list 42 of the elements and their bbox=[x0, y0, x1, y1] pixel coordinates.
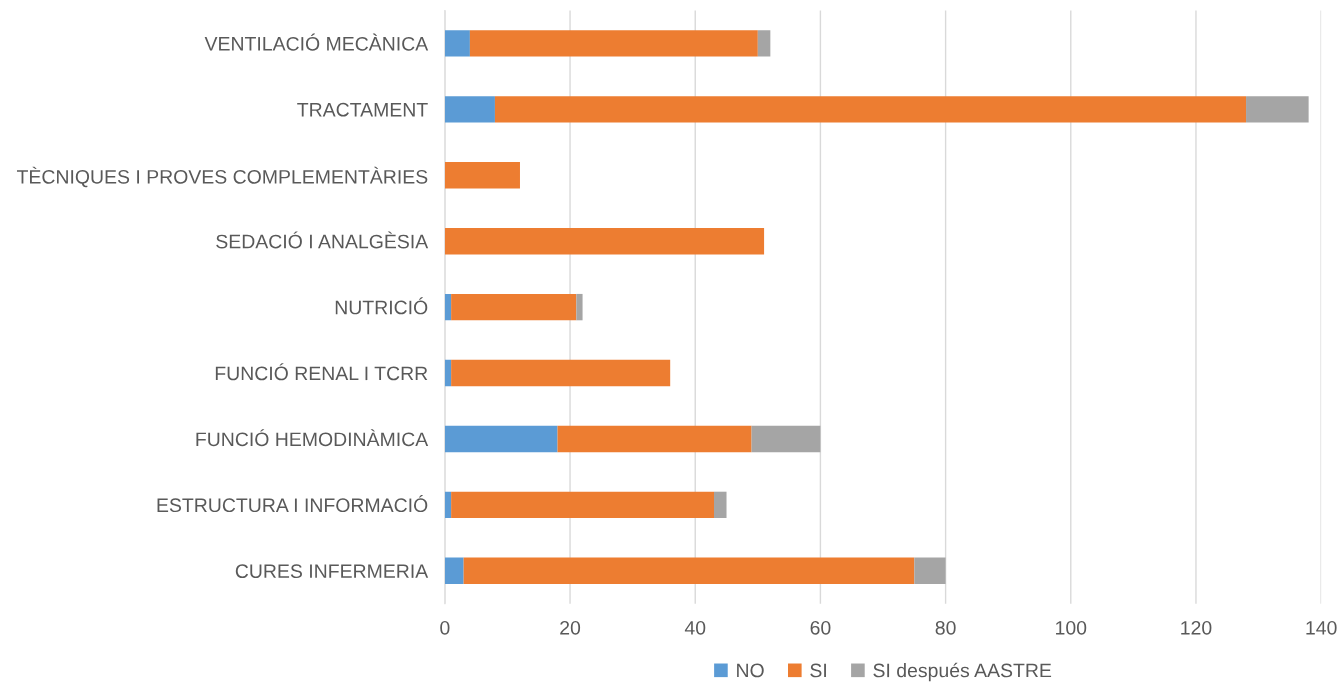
bar bbox=[1246, 96, 1309, 123]
x-tick-label: 40 bbox=[684, 620, 706, 635]
bar bbox=[444, 359, 452, 387]
bar bbox=[444, 557, 464, 584]
legend-label: SI bbox=[810, 663, 826, 678]
bar bbox=[914, 557, 946, 584]
bar bbox=[444, 425, 558, 453]
bar bbox=[451, 293, 577, 321]
bar bbox=[444, 293, 452, 321]
x-tick-label: 100 bbox=[1056, 620, 1087, 635]
bar bbox=[757, 30, 771, 57]
bar bbox=[751, 425, 821, 453]
x-tick-label: 0 bbox=[440, 620, 450, 635]
bar bbox=[444, 96, 495, 123]
bar bbox=[444, 491, 452, 519]
bar bbox=[444, 162, 520, 189]
legend-label: NO bbox=[737, 663, 764, 678]
y-tick-label: VENTILACIÓ MECÀNICA bbox=[204, 33, 429, 51]
bar bbox=[451, 359, 671, 387]
y-tick-label: TÈCNIQUES I PROVES COMPLEMENTÀRIES bbox=[16, 166, 428, 188]
bar bbox=[444, 228, 765, 255]
y-tick-label: SEDACIÓ I ANALGÈSIA bbox=[216, 231, 429, 249]
x-tick-label: 20 bbox=[560, 620, 581, 635]
x-tick-label: 60 bbox=[810, 620, 831, 635]
bar bbox=[451, 491, 715, 519]
x-tick-label: 80 bbox=[935, 620, 956, 635]
y-tick-label: TRACTAMENT bbox=[297, 102, 428, 117]
bar bbox=[494, 96, 1247, 123]
y-tick-label: ESTRUCTURA I INFORMACIÓ bbox=[157, 495, 428, 513]
y-tick-label: FUNCIÓ HEMODINÀMICA bbox=[196, 429, 429, 447]
bar bbox=[576, 293, 583, 321]
y-tick-label: NUTRICIÓ bbox=[335, 297, 428, 315]
bar bbox=[444, 30, 470, 57]
y-tick-label: CURES INFERMERIA bbox=[235, 564, 429, 579]
x-tick-label: 140 bbox=[1306, 620, 1337, 635]
y-tick-label: FUNCIÓ RENAL I TCRR bbox=[215, 363, 428, 381]
bar bbox=[469, 30, 758, 57]
bar bbox=[714, 491, 727, 519]
legend-label: SI después AASTRE bbox=[873, 662, 1052, 682]
x-tick-label: 120 bbox=[1181, 620, 1212, 635]
bar bbox=[557, 425, 752, 453]
bar bbox=[463, 557, 915, 584]
